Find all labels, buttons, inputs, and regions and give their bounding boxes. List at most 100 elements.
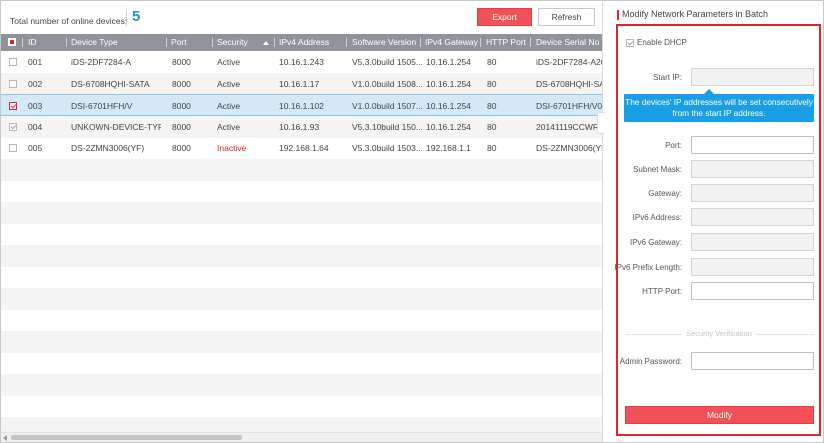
cell-port: 8000 [172, 101, 191, 111]
empty-table-row [1, 244, 602, 267]
row-checkbox[interactable] [9, 79, 17, 88]
horizontal-scrollbar[interactable] [1, 432, 602, 442]
table-row[interactable]: 004 UNKOWN-DEVICE-TYPE 8000 Active 10.16.1.9… [1, 115, 602, 138]
scroll-left-icon[interactable] [3, 435, 7, 441]
scrollbar-thumb[interactable] [11, 435, 242, 440]
column-header-ipv4-address[interactable]: IPv4 Address [279, 37, 330, 47]
admin-password-label: Admin Password: [619, 357, 682, 366]
empty-table-row [1, 266, 602, 288]
row-checkbox[interactable] [9, 144, 17, 152]
cell-software-version: V5.3.0build 1503... [352, 143, 423, 153]
gateway-label: Gateway: [648, 189, 682, 198]
ipv6-address-input[interactable] [691, 208, 814, 226]
total-devices-label: Total number of online devices: [10, 16, 128, 26]
http-port-input[interactable] [691, 282, 814, 300]
select-all-checkbox[interactable] [8, 38, 16, 46]
empty-table-row [1, 330, 602, 353]
enable-dhcp-checkbox[interactable] [626, 39, 634, 47]
port-label: Port: [665, 141, 682, 150]
cell-security: Active [217, 57, 241, 67]
column-header-id[interactable]: ID [28, 37, 37, 47]
cell-software-version: V5.3.0build 1505... [352, 57, 423, 67]
cell-ipv4-address: 192.168.1.64 [279, 143, 329, 153]
export-button[interactable]: Export [477, 8, 532, 26]
start-ip-input[interactable] [691, 68, 814, 86]
port-input[interactable] [691, 136, 814, 154]
cell-id: 003 [28, 101, 43, 111]
row-checkbox[interactable] [9, 102, 17, 110]
empty-table-row [1, 373, 602, 396]
cell-device-type: DS-2ZMN3006(YF) [71, 143, 145, 153]
device-table-body: 001 iDS-2DF7284-A 8000 Active 10.16.1.243 V5.… [1, 51, 602, 439]
section-divider [756, 334, 814, 335]
column-divider [274, 38, 275, 47]
table-row[interactable]: 002 DS-6708HQHI-SATA 8000 Active 10.16.1.17 V… [1, 72, 602, 95]
column-header-software-version[interactable]: Software Version [352, 37, 417, 47]
admin-password-input[interactable] [691, 352, 814, 370]
empty-table-row [1, 201, 602, 224]
cell-device-type: UNKOWN-DEVICE-TYPE [71, 121, 161, 132]
empty-table-row [1, 395, 602, 417]
row-checkbox[interactable] [9, 122, 17, 131]
cell-port: 8000 [172, 121, 191, 132]
cell-software-version: V1.0.0build 1508... [352, 78, 423, 89]
enable-dhcp-label: Enable DHCP [637, 38, 687, 47]
cell-id: 004 [28, 121, 43, 132]
column-divider [66, 38, 67, 47]
cell-software-version: V5.3.10build 150... [352, 121, 423, 132]
ipv6-prefix-length-input[interactable] [691, 258, 814, 276]
column-divider [530, 38, 531, 47]
cell-ipv4-gateway: 10.16.1.254 [426, 78, 471, 89]
cell-serial-no: DS-6708HQHI-SATA [536, 78, 602, 89]
cell-serial-no: iDS-2DF7284-A2014 [536, 57, 602, 67]
device-toolbar: Total number of online devices: 5 Export… [1, 1, 602, 33]
subnet-mask-label: Subnet Mask: [633, 165, 682, 174]
panel-title: Modify Network Parameters in Batch [622, 9, 769, 19]
column-divider [212, 38, 213, 47]
modify-button[interactable]: Modify [625, 406, 814, 424]
table-row[interactable]: 003 DSI-6701HFH/V 8000 Active 10.16.1.102 V1.… [1, 94, 602, 116]
cell-device-type: iDS-2DF7284-A [71, 57, 131, 67]
cell-id: 005 [28, 143, 43, 153]
start-ip-tooltip: The devices' IP addresses will be set co… [624, 89, 814, 122]
cell-ipv4-address: 10.16.1.17 [279, 78, 320, 89]
cell-software-version: V1.0.0build 1507... [352, 101, 423, 111]
table-row[interactable]: 001 iDS-2DF7284-A 8000 Active 10.16.1.243 V5.… [1, 51, 602, 73]
column-header-serial-no[interactable]: Device Serial No [536, 37, 600, 47]
row-checkbox[interactable] [9, 58, 17, 66]
cell-http-port: 80 [487, 101, 497, 111]
column-header-port[interactable]: Port [171, 37, 187, 47]
subnet-mask-input[interactable] [691, 160, 814, 178]
cell-ipv4-gateway: 10.16.1.254 [426, 101, 471, 111]
column-header-http-port[interactable]: HTTP Port [486, 37, 526, 47]
sort-ascending-icon[interactable] [263, 41, 269, 45]
total-devices-count: 5 [132, 8, 141, 25]
empty-table-row [1, 352, 602, 374]
collapse-panel-handle[interactable] [597, 112, 605, 134]
table-header: ID Device Type Port Security IPv4 Addres… [1, 34, 602, 51]
refresh-button[interactable]: Refresh [538, 8, 595, 26]
cell-security: Active [217, 121, 241, 132]
table-row[interactable]: 005 DS-2ZMN3006(YF) 8000 Inactive 192.168.1.… [1, 137, 602, 159]
ipv6-prefix-length-label: IPv6 Prefix Length: [614, 263, 682, 272]
start-ip-label: Start IP: [653, 73, 682, 82]
gateway-input[interactable] [691, 184, 814, 202]
http-port-label: HTTP Port: [642, 287, 682, 296]
cell-ipv4-address: 10.16.1.243 [279, 57, 324, 67]
cell-http-port: 80 [487, 78, 497, 89]
empty-table-row [1, 223, 602, 245]
cell-device-type: DS-6708HQHI-SATA [71, 78, 150, 89]
cell-ipv4-gateway: 10.16.1.254 [426, 121, 471, 132]
cell-serial-no: DS-2ZMN3006(YF)2 [536, 143, 602, 153]
empty-table-row [1, 309, 602, 331]
cell-port: 8000 [172, 143, 191, 153]
cell-ipv4-address: 10.16.1.93 [279, 121, 320, 132]
cell-ipv4-gateway: 10.16.1.254 [426, 57, 471, 67]
column-header-ipv4-gateway[interactable]: IPv4 Gateway [425, 37, 478, 47]
cell-security: Inactive [217, 143, 247, 153]
cell-security: Active [217, 101, 241, 111]
cell-http-port: 80 [487, 143, 497, 153]
column-header-device-type[interactable]: Device Type [71, 37, 118, 47]
column-header-security[interactable]: Security [217, 37, 248, 47]
ipv6-gateway-input[interactable] [691, 233, 814, 251]
